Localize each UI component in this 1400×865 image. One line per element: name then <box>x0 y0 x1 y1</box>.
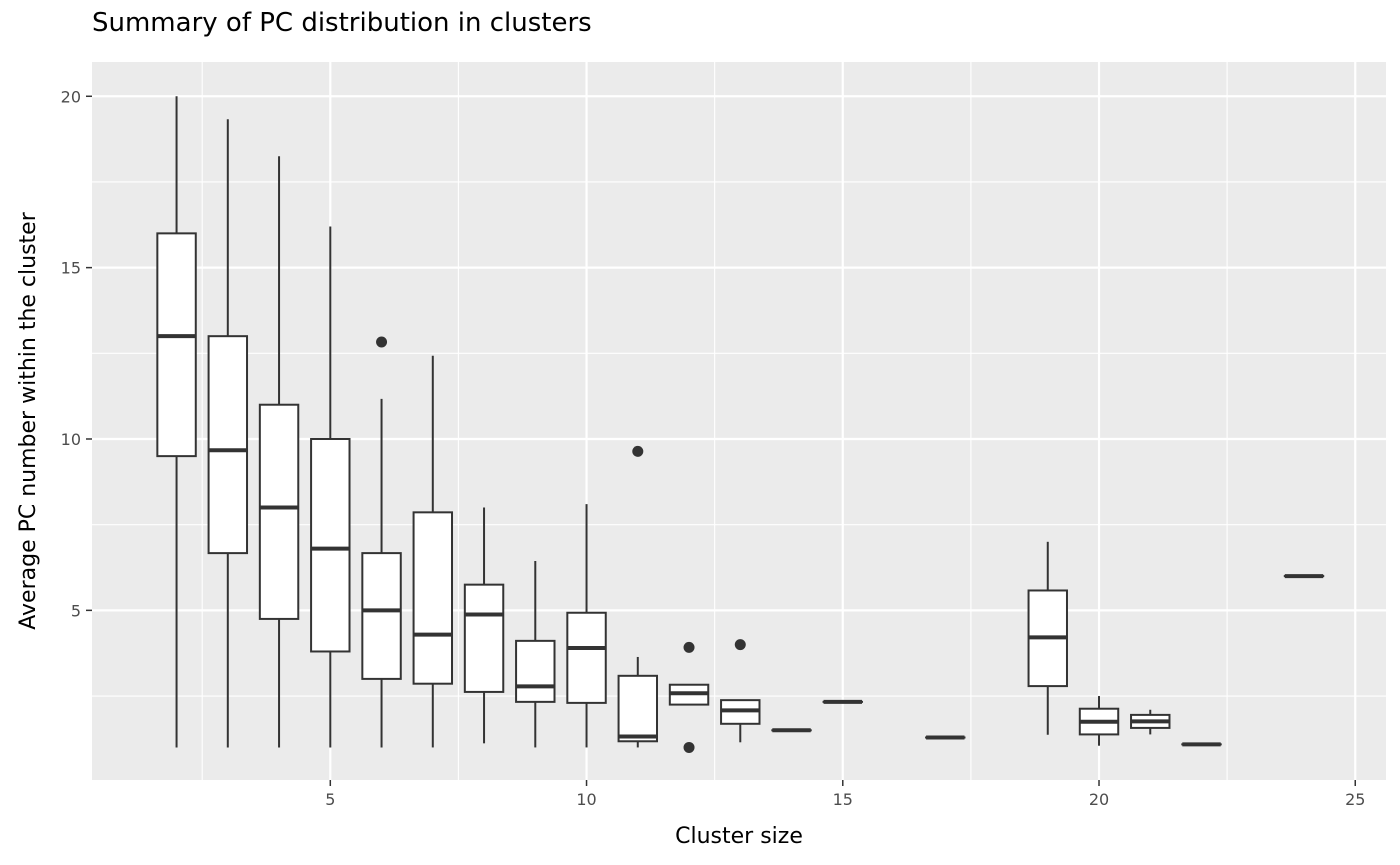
box-iqr <box>361 552 402 680</box>
box-iqr <box>156 232 197 458</box>
outlier-point <box>734 639 746 651</box>
outlier-point <box>683 741 695 753</box>
box-iqr <box>515 639 556 703</box>
box-cluster-size-3 <box>207 119 249 748</box>
box-cluster-size-19 <box>1027 541 1068 735</box>
x-axis-title: Cluster size <box>675 824 803 849</box>
box-cluster-size-2 <box>156 96 197 748</box>
box-iqr <box>412 511 454 685</box>
y-tick-label: 5 <box>71 601 81 620</box>
major-gridlines <box>92 62 1386 780</box>
boxes-layer <box>156 96 1325 753</box>
axis-ticks: 5 10 15 20 25 5 10 15 20 <box>61 87 1366 809</box>
box-iqr <box>617 674 659 743</box>
outlier-point <box>376 336 388 348</box>
box-iqr <box>207 335 249 555</box>
box-cluster-size-5 <box>310 226 351 748</box>
box-iqr <box>310 437 351 653</box>
box-cluster-size-4 <box>258 156 300 748</box>
box-cluster-size-20 <box>1078 696 1120 746</box>
chart-title: Summary of PC distribution in clusters <box>92 8 592 38</box>
x-tick-label: 15 <box>833 790 853 809</box>
box-cluster-size-8 <box>463 507 505 744</box>
outlier-point <box>683 641 695 653</box>
box-iqr <box>258 403 300 620</box>
box-cluster-size-21 <box>1130 709 1171 735</box>
box-iqr <box>566 611 607 704</box>
x-tick-label: 10 <box>576 790 596 809</box>
x-tick-label: 25 <box>1345 790 1365 809</box>
y-tick-label: 20 <box>61 87 81 106</box>
x-tick-label: 20 <box>1089 790 1109 809</box>
box-cluster-size-9 <box>515 561 556 748</box>
x-tick-label: 5 <box>325 790 335 809</box>
box-cluster-size-11 <box>617 445 659 748</box>
outlier-point <box>632 445 644 457</box>
box-cluster-size-12 <box>668 641 710 753</box>
box-cluster-size-6 <box>361 336 402 748</box>
box-cluster-size-7 <box>412 355 454 748</box>
y-tick-label: 15 <box>61 259 81 278</box>
minor-gridlines <box>92 62 1386 780</box>
y-axis-title: Average PC number within the cluster <box>16 211 41 629</box>
box-cluster-size-10 <box>566 504 607 748</box>
y-tick-label: 10 <box>61 430 81 449</box>
box-cluster-size-13 <box>720 639 761 743</box>
box-iqr <box>463 583 505 693</box>
